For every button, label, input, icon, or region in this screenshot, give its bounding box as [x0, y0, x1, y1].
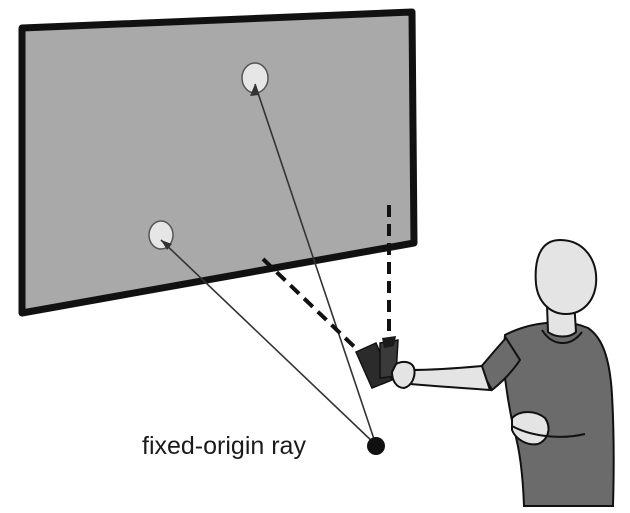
person-hand — [390, 360, 416, 390]
fixed-origin-ray-lower — [160, 239, 377, 446]
fixed-origin-ray-label: fixed-origin ray — [142, 432, 306, 460]
display-screen — [18, 8, 418, 317]
fixed-origin-ray-upper — [254, 83, 377, 446]
person-folded-arm — [511, 411, 550, 446]
handheld-device — [355, 336, 399, 389]
person-arm-sleeve — [478, 336, 522, 392]
person-head — [534, 238, 598, 316]
device-ray-dashed-left — [261, 257, 368, 360]
person-figure — [390, 238, 615, 507]
target-lower — [148, 220, 174, 250]
fixed-origin-dot — [367, 437, 385, 455]
ray-arrowhead-upper — [250, 84, 259, 96]
ray-arrowhead-lower — [161, 240, 172, 250]
person-forearm — [409, 364, 492, 392]
